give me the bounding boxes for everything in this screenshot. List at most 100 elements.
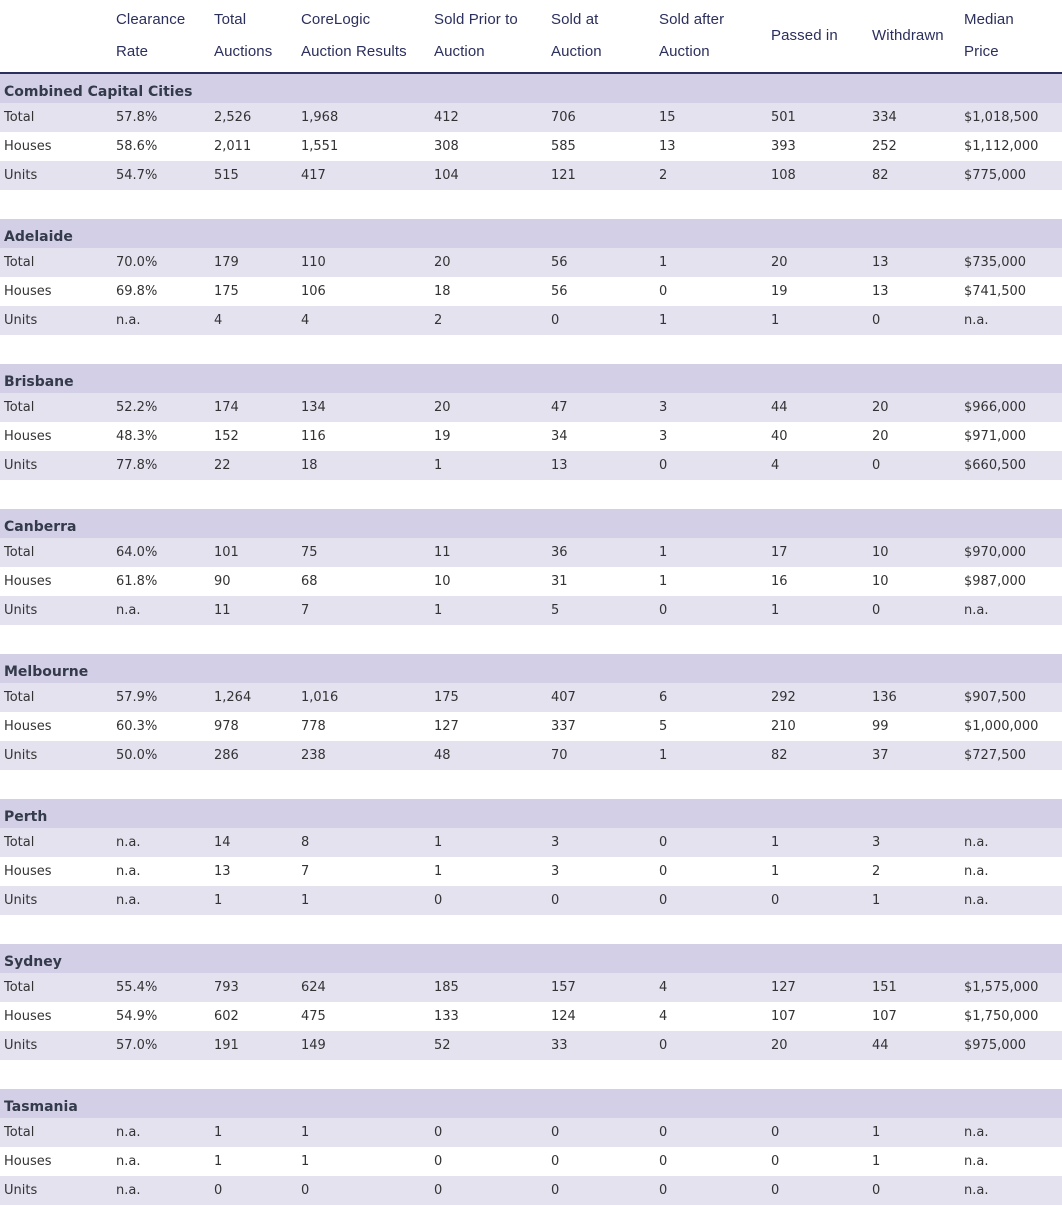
corelogic-results-cell: 106 — [301, 284, 326, 299]
sold-at-cell: 121 — [551, 168, 576, 183]
header-label: Sold Prior to Auction — [434, 11, 518, 60]
sold-after-cell: 13 — [659, 139, 676, 154]
row-label: Units — [4, 458, 38, 473]
clearance-rate-cell: 57.9% — [116, 690, 158, 705]
sold-prior-cell: 2 — [434, 313, 443, 328]
sold-at-cell: 33 — [551, 1038, 568, 1053]
clearance-rate-cell: n.a. — [116, 835, 141, 850]
clearance-rate-cell: 55.4% — [116, 980, 158, 995]
header-label: Total Auctions — [214, 11, 273, 60]
sold-at-cell: 34 — [551, 429, 568, 444]
clearance-rate-cell: 57.0% — [116, 1038, 158, 1053]
sold-at-cell: 0 — [551, 1183, 560, 1198]
clearance-rate-cell: n.a. — [116, 603, 141, 618]
region-section: Sydney Total 55.4% 793 624 185 157 4 127 151 $1,57… — [0, 944, 1062, 1060]
row-label: Units — [4, 313, 38, 328]
clearance-rate-cell: 58.6% — [116, 139, 158, 154]
sold-prior-cell: 0 — [434, 1154, 443, 1169]
table-row: Total n.a. 1 1 0 0 0 0 1 n.a. — [0, 1118, 1062, 1147]
sold-after-cell: 2 — [659, 168, 668, 183]
median-price-cell: $1,000,000 — [964, 719, 1039, 734]
sold-prior-cell: 1 — [434, 458, 443, 473]
withdrawn-cell: 13 — [872, 284, 889, 299]
total-auctions-cell: 1 — [214, 893, 223, 908]
sold-at-cell: 0 — [551, 1125, 560, 1140]
table-row: Units n.a. 4 4 2 0 1 1 0 n.a. — [0, 306, 1062, 335]
row-label: Total — [4, 400, 35, 415]
region-title: Perth — [0, 799, 1062, 828]
sold-at-cell: 706 — [551, 110, 576, 125]
row-label: Houses — [4, 574, 52, 589]
region-section: Melbourne Total 57.9% 1,264 1,016 175 407 6 292 1… — [0, 654, 1062, 770]
sold-after-cell: 0 — [659, 458, 668, 473]
withdrawn-cell: 136 — [872, 690, 897, 705]
passed-in-cell: 20 — [771, 255, 788, 270]
median-price-cell: $660,500 — [964, 458, 1027, 473]
total-auctions-cell: 11 — [214, 603, 231, 618]
region-section: Adelaide Total 70.0% 179 110 20 56 1 20 13 $735,00… — [0, 219, 1062, 335]
total-auctions-cell: 1 — [214, 1125, 223, 1140]
median-price-cell: $1,575,000 — [964, 980, 1039, 995]
clearance-rate-cell: 64.0% — [116, 545, 158, 560]
corelogic-results-cell: 1 — [301, 1125, 310, 1140]
passed-in-cell: 1 — [771, 313, 780, 328]
median-price-cell: $987,000 — [964, 574, 1027, 589]
table-row: Houses 60.3% 978 778 127 337 5 210 99 $1,000,000 — [0, 712, 1062, 741]
row-label: Units — [4, 603, 38, 618]
passed-in-cell: 19 — [771, 284, 788, 299]
passed-in-cell: 108 — [771, 168, 796, 183]
total-auctions-cell: 1 — [214, 1154, 223, 1169]
total-auctions-cell: 22 — [214, 458, 231, 473]
sold-prior-cell: 18 — [434, 284, 451, 299]
region-section: Canberra Total 64.0% 101 75 11 36 1 17 10 $970,000… — [0, 509, 1062, 625]
corelogic-results-cell: 7 — [301, 603, 310, 618]
withdrawn-cell: 82 — [872, 168, 889, 183]
sold-after-cell: 0 — [659, 1183, 668, 1198]
sold-prior-cell: 10 — [434, 574, 451, 589]
passed-in-cell: 16 — [771, 574, 788, 589]
table-row: Units 54.7% 515 417 104 121 2 108 82 $775,000 — [0, 161, 1062, 190]
sold-prior-cell: 127 — [434, 719, 459, 734]
corelogic-results-cell: 1,016 — [301, 690, 339, 705]
corelogic-results-cell: 8 — [301, 835, 310, 850]
corelogic-results-cell: 238 — [301, 748, 326, 763]
passed-in-cell: 0 — [771, 1183, 780, 1198]
row-label: Houses — [4, 429, 52, 444]
table-row: Units 57.0% 191 149 52 33 0 20 44 $975,000 — [0, 1031, 1062, 1060]
corelogic-results-cell: 75 — [301, 545, 318, 560]
sold-at-cell: 13 — [551, 458, 568, 473]
table-row: Total n.a. 14 8 1 3 0 1 3 n.a. — [0, 828, 1062, 857]
median-price-cell: $971,000 — [964, 429, 1027, 444]
sold-at-cell: 585 — [551, 139, 576, 154]
region-title: Tasmania — [0, 1089, 1062, 1118]
passed-in-cell: 17 — [771, 545, 788, 560]
sold-after-cell: 5 — [659, 719, 668, 734]
header-total-auctions: Total Auctions — [214, 4, 272, 68]
total-auctions-cell: 1,264 — [214, 690, 252, 705]
passed-in-cell: 501 — [771, 110, 796, 125]
table-row: Houses 54.9% 602 475 133 124 4 107 107 $1,750,000 — [0, 1002, 1062, 1031]
header-sold-prior-to-auction: Sold Prior to Auction — [434, 4, 518, 68]
region-section: Perth Total n.a. 14 8 1 3 0 1 3 n.a. Houses n.a. 13 7 1… — [0, 799, 1062, 915]
median-price-cell: n.a. — [964, 1183, 989, 1198]
table-row: Units 77.8% 22 18 1 13 0 4 0 $660,500 — [0, 451, 1062, 480]
passed-in-cell: 44 — [771, 400, 788, 415]
total-auctions-cell: 515 — [214, 168, 239, 183]
withdrawn-cell: 0 — [872, 1183, 881, 1198]
header-passed-in: Passed in — [771, 4, 838, 68]
withdrawn-cell: 37 — [872, 748, 889, 763]
corelogic-results-cell: 68 — [301, 574, 318, 589]
sold-after-cell: 0 — [659, 893, 668, 908]
total-auctions-cell: 2,011 — [214, 139, 252, 154]
total-auctions-cell: 2,526 — [214, 110, 252, 125]
header-label: Sold at Auction — [551, 11, 602, 60]
header-label: Withdrawn — [872, 27, 944, 44]
clearance-rate-cell: 69.8% — [116, 284, 158, 299]
sold-prior-cell: 52 — [434, 1038, 451, 1053]
corelogic-results-cell: 1 — [301, 893, 310, 908]
sold-at-cell: 3 — [551, 835, 560, 850]
median-price-cell: $727,500 — [964, 748, 1027, 763]
total-auctions-cell: 4 — [214, 313, 223, 328]
header-label: CoreLogic Auction Results — [301, 11, 407, 60]
sold-after-cell: 4 — [659, 1009, 668, 1024]
